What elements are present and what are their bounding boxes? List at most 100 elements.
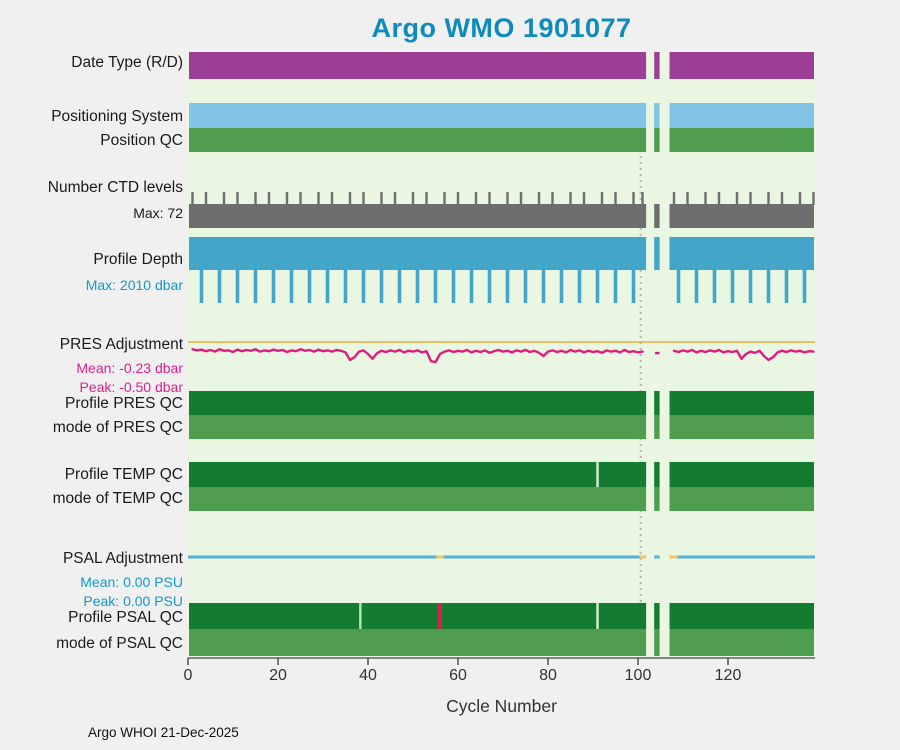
depth-tick: [802, 268, 807, 303]
positioning-bar: [189, 103, 814, 128]
depth-tick: [487, 268, 492, 303]
mode-pres-qc-bar: [189, 415, 814, 439]
x-tick-label: 120: [714, 667, 742, 684]
ctd-tick: [393, 192, 397, 205]
x-tick-label: 60: [449, 667, 467, 684]
ctd-tick: [236, 192, 239, 205]
depth-tick: [397, 268, 402, 303]
x-tick-label: 0: [183, 667, 193, 684]
row-label-psal-adjustment: PSAL Adjustment: [62, 550, 183, 567]
row-label-mode-pres-qc: mode of PRES QC: [52, 419, 183, 436]
ctd-tick: [551, 192, 554, 205]
ctd-tick: [317, 192, 320, 205]
row-label-pres-adjustment: PRES Adjustment: [59, 336, 183, 353]
depth-tick: [289, 268, 294, 303]
psal-peak-label: Peak: 0.00 PSU: [83, 593, 183, 609]
depth-tick: [253, 268, 258, 303]
row-label-ctd-levels: Number CTD levels: [47, 179, 183, 196]
ctd-tick: [411, 192, 415, 205]
x-tick-label: 20: [269, 667, 287, 684]
ctd-tick: [285, 192, 289, 205]
depth-tick: [433, 268, 438, 303]
ctd-tick: [506, 192, 509, 205]
profile-pres-qc-bar: [189, 391, 814, 415]
ctd-tick: [519, 192, 523, 205]
depth-max-label: Max: 2010 dbar: [85, 277, 183, 293]
depth-tick: [766, 268, 771, 303]
ctd-tick: [686, 192, 689, 205]
ctd-tick: [443, 192, 446, 205]
ctd-tick: [362, 192, 365, 205]
ctd-tick: [582, 192, 586, 205]
depth-tick: [541, 268, 546, 303]
depth-tick: [631, 268, 636, 303]
row-label-mode-temp-qc: mode of TEMP QC: [52, 490, 183, 507]
profile-psal-qc-mark: [596, 603, 599, 629]
ctd-tick: [735, 192, 739, 205]
ctd-tick: [254, 192, 257, 205]
profile-depth-bar: [189, 237, 814, 270]
ctd-tick: [569, 192, 572, 205]
depth-tick: [694, 268, 699, 303]
depth-tick: [235, 268, 240, 303]
x-tick-label: 40: [359, 667, 377, 684]
depth-tick: [676, 268, 681, 303]
depth-tick: [577, 268, 582, 303]
row-label-profile-temp-qc: Profile TEMP QC: [64, 466, 183, 483]
ctd-tick: [474, 192, 478, 205]
ctd-tick: [798, 192, 802, 205]
data-gap: [646, 52, 655, 658]
depth-tick: [199, 268, 204, 303]
depth-tick: [217, 268, 222, 303]
chart-title: Argo WMO 1901077: [371, 13, 632, 43]
ctd-tick: [672, 192, 676, 205]
ctd-tick: [641, 192, 644, 205]
depth-tick: [307, 268, 312, 303]
depth-tick: [784, 268, 789, 303]
ctd-tick: [204, 192, 208, 205]
x-axis-title: Cycle Number: [446, 696, 557, 716]
depth-tick: [613, 268, 618, 303]
ctd-tick: [780, 192, 784, 205]
depth-tick: [559, 268, 564, 303]
footer-attribution: Argo WHOI 21-Dec-2025: [88, 725, 239, 740]
ctd-tick: [767, 192, 770, 205]
ctd-tick: [749, 192, 752, 205]
ctd-tick: [348, 192, 352, 205]
depth-tick: [343, 268, 348, 303]
depth-tick: [271, 268, 276, 303]
ctd-tick: [812, 192, 815, 205]
ctd-tick: [222, 192, 226, 205]
x-tick-label: 100: [624, 667, 652, 684]
depth-tick: [469, 268, 474, 303]
mode-psal-qc-bar: [189, 629, 814, 656]
mode-temp-qc-bar: [189, 487, 814, 511]
row-label-date-type: Date Type (R/D): [71, 54, 183, 71]
pres-mean-label: Mean: -0.23 dbar: [76, 360, 183, 376]
ctd-tick: [425, 192, 428, 205]
ctd-tick: [537, 192, 541, 205]
ctd-tick: [299, 192, 302, 205]
ctd-tick: [717, 192, 721, 205]
ctd-tick: [267, 192, 271, 205]
ctd-tick: [380, 192, 383, 205]
profile-psal-qc-mark: [359, 603, 362, 629]
depth-tick: [325, 268, 330, 303]
row-label-profile-pres-qc: Profile PRES QC: [64, 395, 183, 412]
profile-temp-qc-bar: [189, 462, 814, 487]
depth-tick: [451, 268, 456, 303]
profile-psal-qc-mark: [438, 603, 442, 629]
ctd-tick: [614, 192, 617, 205]
ctd-tick: [456, 192, 460, 205]
ctd-levels-bar: [189, 204, 814, 228]
depth-tick: [712, 268, 717, 303]
x-tick-label: 80: [539, 667, 557, 684]
depth-tick: [361, 268, 366, 303]
ctd-tick: [600, 192, 604, 205]
row-label-mode-psal-qc: mode of PSAL QC: [56, 635, 183, 652]
ctd-max-label: Max: 72: [133, 205, 183, 221]
row-label-positioning: Positioning System: [51, 108, 183, 125]
pres-peak-label: Peak: -0.50 dbar: [79, 379, 183, 395]
